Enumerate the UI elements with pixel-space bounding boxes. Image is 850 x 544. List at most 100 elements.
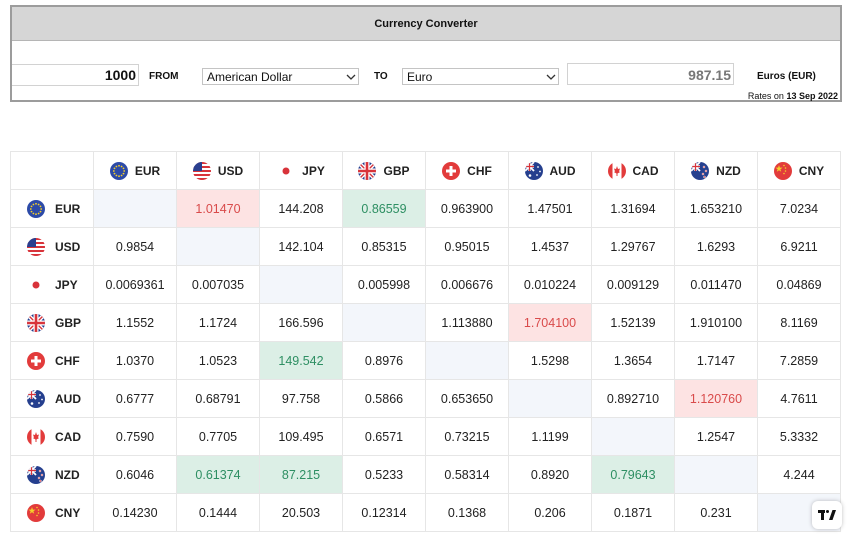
- column-header-cny[interactable]: CNY: [757, 151, 841, 190]
- rate-cell[interactable]: 0.011470: [674, 265, 758, 304]
- rate-cell[interactable]: 1.1199: [508, 417, 592, 456]
- rate-cell[interactable]: 149.542: [259, 341, 343, 380]
- rate-cell[interactable]: 0.86559: [342, 189, 426, 228]
- rate-cell[interactable]: 1.653210: [674, 189, 758, 228]
- rate-cell[interactable]: 8.1169: [757, 303, 841, 342]
- rate-cell[interactable]: 1.0523: [176, 341, 260, 380]
- rate-cell[interactable]: 0.7590: [93, 417, 177, 456]
- rate-cell[interactable]: 0.61374: [176, 455, 260, 494]
- amount-input[interactable]: [12, 64, 139, 86]
- rate-cell[interactable]: 0.892710: [591, 379, 675, 418]
- rate-cell[interactable]: 0.8976: [342, 341, 426, 380]
- row-header-cny[interactable]: CNY: [10, 493, 94, 532]
- rate-cell[interactable]: 0.6571: [342, 417, 426, 456]
- rate-cell[interactable]: 0.007035: [176, 265, 260, 304]
- row-header-usd[interactable]: USD: [10, 227, 94, 266]
- tradingview-logo-icon[interactable]: [812, 501, 842, 529]
- row-header-cad[interactable]: CAD: [10, 417, 94, 456]
- rate-cell[interactable]: 0.58314: [425, 455, 509, 494]
- rate-cell[interactable]: 0.653650: [425, 379, 509, 418]
- rate-cell[interactable]: 0.12314: [342, 493, 426, 532]
- rate-cell[interactable]: 1.1552: [93, 303, 177, 342]
- column-header-gbp[interactable]: GBP: [342, 151, 426, 190]
- rate-cell[interactable]: 5.3332: [757, 417, 841, 456]
- rate-cell[interactable]: 1.7147: [674, 341, 758, 380]
- column-header-cad[interactable]: CAD: [591, 151, 675, 190]
- rate-cell[interactable]: [591, 417, 675, 456]
- rate-cell[interactable]: 1.29767: [591, 227, 675, 266]
- rate-cell[interactable]: 4.7611: [757, 379, 841, 418]
- rate-cell[interactable]: 0.006676: [425, 265, 509, 304]
- rate-cell[interactable]: 0.5233: [342, 455, 426, 494]
- rate-cell[interactable]: 1.52139: [591, 303, 675, 342]
- from-currency-select[interactable]: American Dollar: [202, 68, 359, 85]
- rate-cell[interactable]: 1.113880: [425, 303, 509, 342]
- rate-cell[interactable]: 0.73215: [425, 417, 509, 456]
- row-header-chf[interactable]: CHF: [10, 341, 94, 380]
- rate-cell[interactable]: 109.495: [259, 417, 343, 456]
- row-header-nzd[interactable]: NZD: [10, 455, 94, 494]
- rate-cell[interactable]: 1.6293: [674, 227, 758, 266]
- rate-cell[interactable]: 0.1871: [591, 493, 675, 532]
- rate-cell[interactable]: 1.1724: [176, 303, 260, 342]
- rate-cell[interactable]: 0.68791: [176, 379, 260, 418]
- rate-cell[interactable]: 4.244: [757, 455, 841, 494]
- rate-cell[interactable]: 1.4537: [508, 227, 592, 266]
- column-header-aud[interactable]: AUD: [508, 151, 592, 190]
- rate-cell[interactable]: 0.206: [508, 493, 592, 532]
- column-header-jpy[interactable]: JPY: [259, 151, 343, 190]
- rate-cell[interactable]: 0.6046: [93, 455, 177, 494]
- rate-cell[interactable]: 97.758: [259, 379, 343, 418]
- column-header-eur[interactable]: EUR: [93, 151, 177, 190]
- column-header-usd[interactable]: USD: [176, 151, 260, 190]
- rate-cell[interactable]: [342, 303, 426, 342]
- rate-cell[interactable]: 0.14230: [93, 493, 177, 532]
- column-header-chf[interactable]: CHF: [425, 151, 509, 190]
- rate-cell[interactable]: 1.704100: [508, 303, 592, 342]
- row-header-gbp[interactable]: GBP: [10, 303, 94, 342]
- rate-cell[interactable]: [176, 227, 260, 266]
- rate-cell[interactable]: 142.104: [259, 227, 343, 266]
- rate-cell[interactable]: 1.31694: [591, 189, 675, 228]
- rate-cell[interactable]: 7.0234: [757, 189, 841, 228]
- rate-cell[interactable]: [508, 379, 592, 418]
- rate-cell[interactable]: [93, 189, 177, 228]
- rate-cell[interactable]: 1.5298: [508, 341, 592, 380]
- rate-cell[interactable]: 7.2859: [757, 341, 841, 380]
- rate-cell[interactable]: 0.5866: [342, 379, 426, 418]
- rate-cell[interactable]: [425, 341, 509, 380]
- rate-cell[interactable]: 0.95015: [425, 227, 509, 266]
- rate-cell[interactable]: 0.1368: [425, 493, 509, 532]
- rate-cell[interactable]: 0.7705: [176, 417, 260, 456]
- rate-cell[interactable]: 1.2547: [674, 417, 758, 456]
- rate-cell[interactable]: 6.9211: [757, 227, 841, 266]
- rate-cell[interactable]: 0.6777: [93, 379, 177, 418]
- rate-cell[interactable]: 0.9854: [93, 227, 177, 266]
- rate-cell[interactable]: 0.009129: [591, 265, 675, 304]
- rate-cell[interactable]: 0.963900: [425, 189, 509, 228]
- rate-cell[interactable]: 0.79643: [591, 455, 675, 494]
- rate-cell[interactable]: 1.910100: [674, 303, 758, 342]
- rate-cell[interactable]: 0.005998: [342, 265, 426, 304]
- rate-cell[interactable]: 0.231: [674, 493, 758, 532]
- rate-cell[interactable]: 1.0370: [93, 341, 177, 380]
- rate-cell[interactable]: 0.1444: [176, 493, 260, 532]
- rate-cell[interactable]: 1.3654: [591, 341, 675, 380]
- rate-cell[interactable]: 87.215: [259, 455, 343, 494]
- row-header-jpy[interactable]: JPY: [10, 265, 94, 304]
- rate-cell[interactable]: [259, 265, 343, 304]
- rate-cell[interactable]: 0.8920: [508, 455, 592, 494]
- row-header-aud[interactable]: AUD: [10, 379, 94, 418]
- rate-cell[interactable]: [674, 455, 758, 494]
- row-header-eur[interactable]: EUR: [10, 189, 94, 228]
- rate-cell[interactable]: 0.85315: [342, 227, 426, 266]
- rate-cell[interactable]: 0.04869: [757, 265, 841, 304]
- rate-cell[interactable]: 1.01470: [176, 189, 260, 228]
- rate-cell[interactable]: 1.47501: [508, 189, 592, 228]
- rate-cell[interactable]: 1.120760: [674, 379, 758, 418]
- to-currency-select[interactable]: Euro: [402, 68, 559, 85]
- rate-cell[interactable]: 166.596: [259, 303, 343, 342]
- column-header-nzd[interactable]: NZD: [674, 151, 758, 190]
- rate-cell[interactable]: 0.0069361: [93, 265, 177, 304]
- rate-cell[interactable]: 20.503: [259, 493, 343, 532]
